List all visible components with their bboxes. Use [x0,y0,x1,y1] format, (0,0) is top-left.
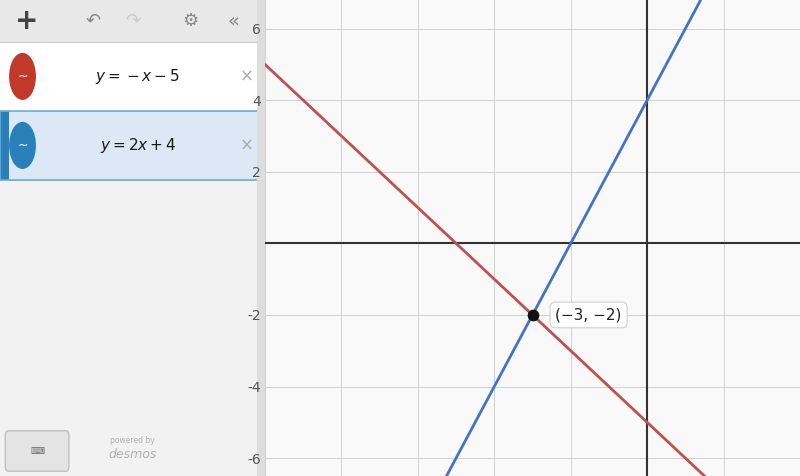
Text: (−3, −2): (−3, −2) [555,307,622,322]
Circle shape [10,53,35,99]
FancyBboxPatch shape [6,431,69,471]
Text: ×: × [239,137,254,154]
Text: $y = 2x + 4$: $y = 2x + 4$ [100,136,176,155]
FancyBboxPatch shape [0,42,265,111]
Text: ↷: ↷ [125,12,140,30]
Text: desmos: desmos [108,448,157,461]
Circle shape [10,122,35,169]
Text: powered by: powered by [110,436,155,445]
Text: ⚙: ⚙ [182,12,199,30]
Text: ∼: ∼ [18,139,28,152]
Text: ⌨: ⌨ [30,446,44,456]
FancyBboxPatch shape [0,111,10,180]
Text: $y = -x - 5$: $y = -x - 5$ [95,67,180,86]
Text: +: + [15,7,38,35]
Text: ∼: ∼ [18,70,28,83]
FancyBboxPatch shape [0,180,265,476]
Text: ↶: ↶ [85,12,100,30]
Text: ×: × [239,68,254,85]
Text: «: « [227,11,239,30]
Point [526,311,539,319]
FancyBboxPatch shape [0,111,265,180]
FancyBboxPatch shape [257,0,265,476]
FancyBboxPatch shape [0,0,265,42]
